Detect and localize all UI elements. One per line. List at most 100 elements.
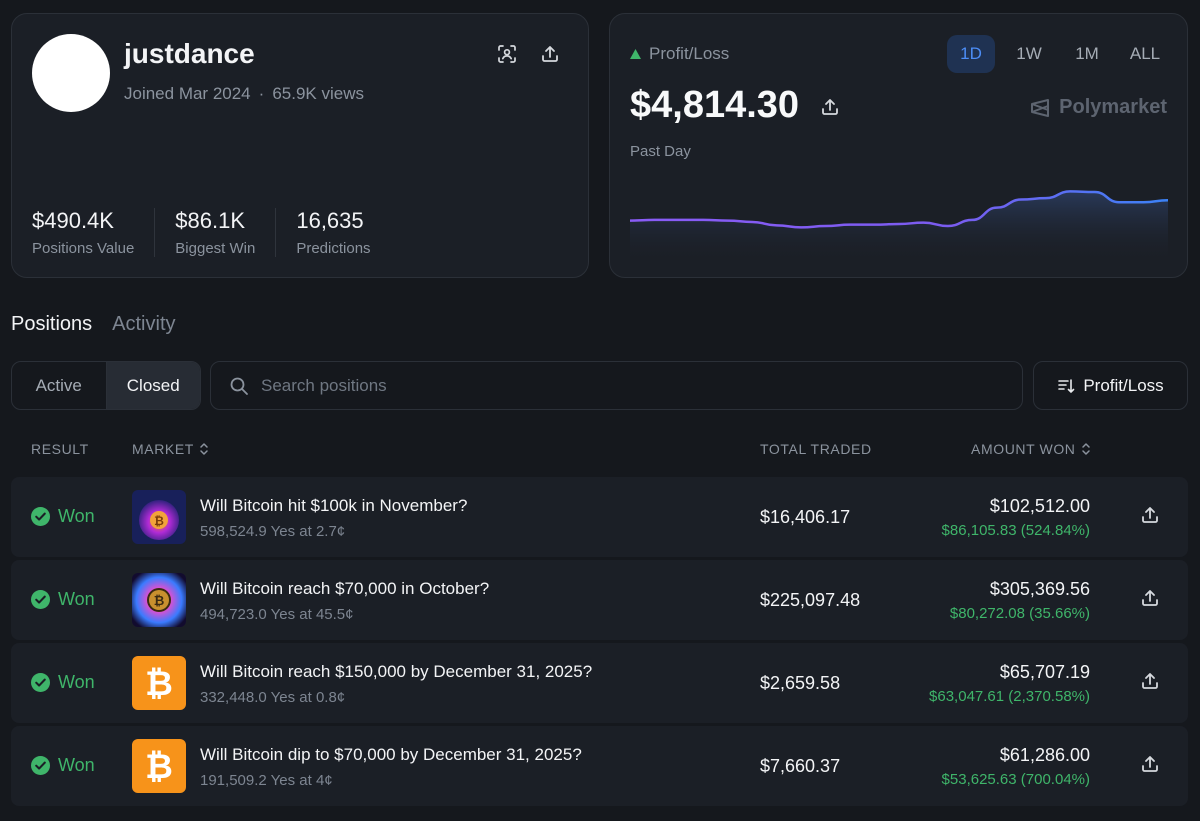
header-amount-won[interactable]: AMOUNT WON: [971, 441, 1092, 457]
total-traded: $7,660.37: [760, 756, 841, 776]
market-thumbnail[interactable]: ₿: [132, 739, 186, 793]
search-input[interactable]: [261, 375, 961, 396]
pnl-value: $4,814.30: [630, 84, 840, 127]
market-thumbnail[interactable]: ₿: [132, 490, 186, 544]
table-row[interactable]: Won ₿ Will Bitcoin dip to $70,000 by Dec…: [11, 726, 1188, 806]
polymarket-icon: [1031, 98, 1050, 117]
sort-toggle-icon: [200, 443, 208, 455]
pnl-label: Profit/Loss: [649, 44, 730, 63]
amount-won: $102,512.00: [989, 496, 1090, 516]
view-count: 65.9K views: [272, 84, 364, 103]
stat-positions-value: $490.4K Positions Value: [32, 208, 156, 257]
sort-toggle-icon: [1081, 443, 1090, 455]
range-1m[interactable]: 1M: [1075, 44, 1099, 63]
range-1w[interactable]: 1W: [1016, 44, 1042, 63]
profit-gain: $53,625.63 (700.04%): [941, 771, 1090, 788]
check-circle-icon: [31, 507, 50, 526]
share-icon[interactable]: [1140, 588, 1160, 613]
search-icon: [230, 377, 248, 395]
market-title[interactable]: Will Bitcoin hit $100k in November?: [200, 496, 468, 515]
market-position: 332,448.0 Yes at 0.8¢: [200, 689, 346, 706]
profit-gain: $86,105.83 (524.84%): [941, 522, 1090, 539]
sort-label: Profit/Loss: [1083, 375, 1164, 395]
total-traded: $2,659.58: [760, 673, 841, 693]
pnl-chart-line: [630, 190, 1168, 229]
pnl-header: Profit/Loss: [630, 44, 729, 64]
share-icon[interactable]: [1140, 505, 1160, 530]
result-text: Won: [58, 672, 95, 692]
result-badge: Won: [31, 589, 95, 610]
meta-separator: ·: [258, 84, 265, 103]
tab-positions[interactable]: Positions: [11, 313, 93, 335]
market-position: 494,723.0 Yes at 45.5¢: [200, 606, 354, 623]
share-icon[interactable]: [536, 40, 564, 68]
header-result: RESULT: [31, 441, 89, 457]
range-1d[interactable]: 1D: [947, 35, 995, 73]
stat-biggest-win: $86.1K Biggest Win: [175, 208, 277, 257]
result-badge: Won: [31, 506, 95, 527]
pnl-card: Profit/Loss 1D 1W 1M ALL $4,814.30 Polym…: [609, 13, 1188, 278]
market-position: 191,509.2 Yes at 4¢: [200, 772, 333, 789]
total-traded: $225,097.48: [760, 590, 861, 610]
market-title[interactable]: Will Bitcoin dip to $70,000 by December …: [200, 745, 582, 764]
market-thumbnail[interactable]: ₿: [132, 573, 186, 627]
result-text: Won: [58, 589, 95, 609]
profile-stats: $490.4K Positions Value $86.1K Biggest W…: [32, 208, 411, 257]
username: justdance: [124, 38, 255, 69]
svg-text:₿: ₿: [145, 747, 173, 787]
status-filter: Active Closed: [11, 361, 201, 410]
range-all[interactable]: ALL: [1129, 44, 1161, 63]
search-box: [210, 361, 1023, 410]
market-title[interactable]: Will Bitcoin reach $150,000 by December …: [200, 662, 593, 681]
range-selector: 1D 1W 1M ALL: [947, 35, 1169, 73]
stat-predictions: 16,635 Predictions: [296, 208, 371, 257]
filter-closed[interactable]: Closed: [105, 362, 200, 409]
polymarket-logo: Polymarket: [1029, 96, 1167, 119]
share-icon[interactable]: [820, 97, 840, 117]
check-circle-icon: [31, 590, 50, 609]
result-badge: Won: [31, 672, 95, 693]
market-title[interactable]: Will Bitcoin reach $70,000 in October?: [200, 579, 490, 598]
profit-gain: $63,047.61 (2,370.58%): [929, 688, 1090, 705]
result-text: Won: [58, 506, 95, 526]
profit-gain: $80,272.08 (35.66%): [949, 605, 1090, 622]
pnl-period: Past Day: [630, 143, 691, 160]
table-row[interactable]: Won ₿ Will Bitcoin reach $70,000 in Octo…: [11, 560, 1188, 640]
result-badge: Won: [31, 755, 95, 776]
amount-won: $61,286.00: [999, 745, 1090, 765]
header-amount-won-label: AMOUNT WON: [971, 441, 1076, 457]
sort-icon: [1058, 378, 1075, 393]
amount-won: $305,369.56: [989, 579, 1090, 599]
profile-meta: Joined Mar 2024 · 65.9K views: [124, 84, 364, 104]
amount-won: $65,707.19: [999, 662, 1090, 682]
header-market[interactable]: MARKET: [132, 441, 210, 457]
profile-tabs: Positions Activity: [11, 313, 176, 336]
result-text: Won: [58, 755, 95, 775]
header-market-label: MARKET: [132, 441, 194, 457]
table-row[interactable]: Won ₿ Will Bitcoin hit $100k in November…: [11, 477, 1188, 557]
market-position: 598,524.9 Yes at 2.7¢: [200, 523, 346, 540]
share-icon[interactable]: [1140, 754, 1160, 779]
check-circle-icon: [31, 673, 50, 692]
filter-active[interactable]: Active: [35, 375, 82, 395]
scan-icon[interactable]: [493, 40, 521, 68]
pnl-chart: [630, 190, 1168, 264]
header-total-traded: TOTAL TRADED: [760, 441, 872, 457]
joined-date: Joined Mar 2024: [124, 84, 251, 103]
tab-activity[interactable]: Activity: [112, 313, 176, 335]
svg-text:₿: ₿: [154, 594, 165, 609]
triangle-up-icon: [630, 49, 641, 59]
profile-card: justdance Joined Mar 2024 · 65.9K views $4…: [11, 13, 589, 278]
market-thumbnail[interactable]: ₿: [132, 656, 186, 710]
check-circle-icon: [31, 756, 50, 775]
pnl-amount: $4,814.30: [630, 84, 800, 126]
svg-text:₿: ₿: [154, 514, 164, 528]
sort-button[interactable]: Profit/Loss: [1033, 361, 1188, 410]
brand-name: Polymarket: [1059, 96, 1167, 118]
svg-text:₿: ₿: [145, 664, 173, 704]
total-traded: $16,406.17: [760, 507, 851, 527]
table-row[interactable]: Won ₿ Will Bitcoin reach $150,000 by Dec…: [11, 643, 1188, 723]
pnl-chart-area: [630, 191, 1168, 264]
avatar[interactable]: [32, 34, 110, 112]
share-icon[interactable]: [1140, 671, 1160, 696]
